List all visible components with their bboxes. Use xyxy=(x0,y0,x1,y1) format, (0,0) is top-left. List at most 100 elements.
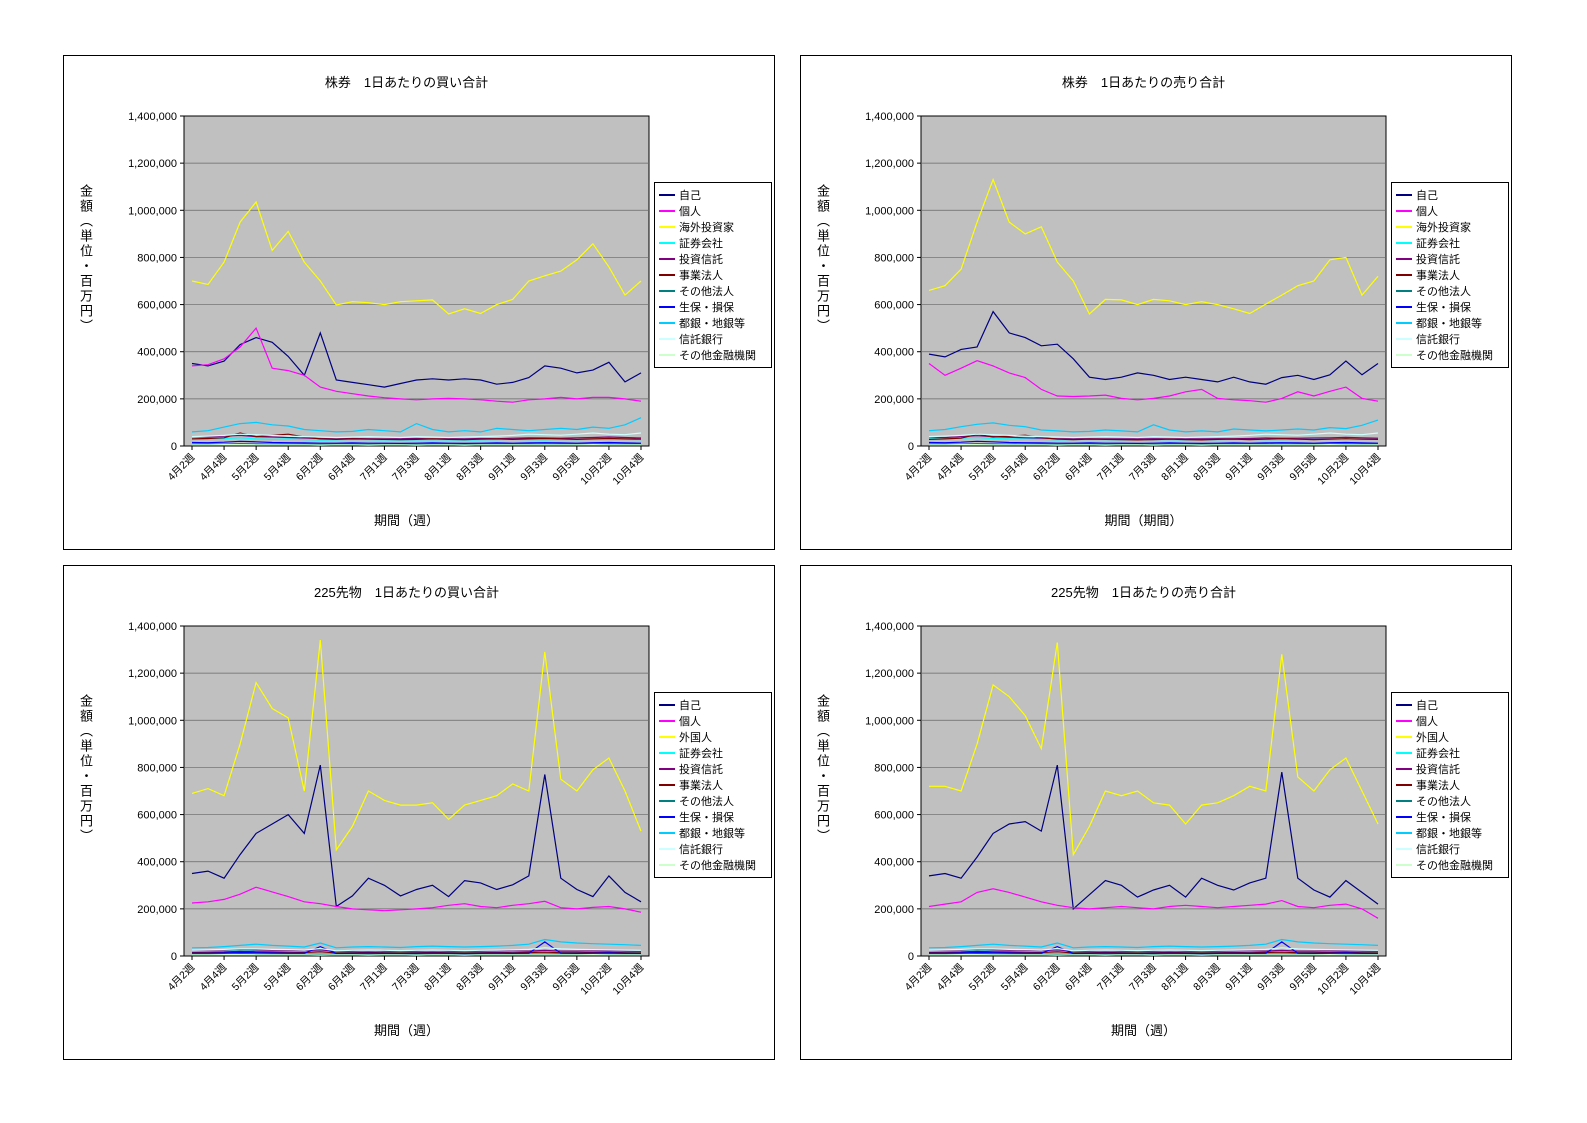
legend: 自己 個人 海外投資家 証券会社 投資信託 事業法人 その他法人 生保・損保 都銀・地銀等 信託銀… xyxy=(1391,182,1509,368)
legend-swatch xyxy=(1396,784,1412,786)
legend-label: 生保・損保 xyxy=(1416,302,1471,314)
x-tick-label: 7月1週 xyxy=(358,961,390,993)
x-tick-label: 8月3週 xyxy=(1191,451,1223,483)
legend-item: 投資信託 xyxy=(659,761,767,777)
legend-item: 事業法人 xyxy=(1396,267,1504,283)
legend-label: 投資信託 xyxy=(679,254,723,266)
series-line-その他金融機関 xyxy=(192,953,641,956)
x-tick-label: 5月4週 xyxy=(999,961,1031,993)
legend-label: 生保・損保 xyxy=(1416,812,1471,824)
x-tick-label: 8月1週 xyxy=(1159,961,1191,993)
series-line-その他金融機関 xyxy=(192,443,641,446)
legend-item: 外国人 xyxy=(1396,729,1504,745)
x-tick-label: 10月4週 xyxy=(1347,961,1383,997)
legend-swatch xyxy=(1396,848,1412,850)
y-tick-label: 400,000 xyxy=(874,857,914,869)
legend-label: 自己 xyxy=(679,700,701,712)
x-tick-label: 4月2週 xyxy=(166,451,198,483)
series-line-生保・損保 xyxy=(928,440,1379,445)
y-tick-label: 1,400,000 xyxy=(128,111,177,123)
x-tick-label: 6月4週 xyxy=(1063,961,1095,993)
x-tick-label: 9月3週 xyxy=(518,451,550,483)
series-line-都銀・地銀等 xyxy=(191,417,642,433)
y-tick-label: 1,000,000 xyxy=(865,205,914,217)
series-line-外国人 xyxy=(191,640,642,852)
x-tick-label: 10月4週 xyxy=(610,451,646,487)
series-line-都銀・地銀等 xyxy=(928,419,1379,433)
series-line-都銀・地銀等 xyxy=(191,938,642,949)
legend-item: 事業法人 xyxy=(1396,777,1504,793)
chart-panel-stocks-buy: 株券 1日あたりの買い合計 金額（単位・百万円） 0 200,000 400,000… xyxy=(63,55,775,550)
legend-swatch xyxy=(1396,816,1412,818)
x-tick-label: 5月2週 xyxy=(967,961,999,993)
x-tick-label: 6月2週 xyxy=(1031,451,1063,483)
legend: 自己 個人 外国人 証券会社 投資信託 事業法人 その他法人 生保・損保 都銀・地銀等 信託銀行そ… xyxy=(1391,692,1509,878)
legend-label: 都銀・地銀等 xyxy=(679,828,745,840)
y-tick-label: 200,000 xyxy=(874,394,914,406)
legend-item: 都銀・地銀等 xyxy=(659,825,767,841)
x-axis-title: 期間（週） xyxy=(1110,1023,1176,1038)
y-tick-label: 400,000 xyxy=(137,347,177,359)
series-line-投資信託 xyxy=(928,948,1379,952)
x-tick-label: 6月2週 xyxy=(294,451,326,483)
legend-swatch xyxy=(659,354,675,356)
legend-label: 自己 xyxy=(1416,190,1438,202)
y-tick-label: 400,000 xyxy=(137,857,177,869)
x-tick-label: 4月2週 xyxy=(903,451,935,483)
legend-swatch xyxy=(1396,864,1412,866)
legend-label: 信託銀行 xyxy=(1416,334,1460,346)
legend-swatch xyxy=(1396,832,1412,834)
legend-label: 事業法人 xyxy=(1416,780,1460,792)
legend-item: 信託銀行 xyxy=(659,841,767,857)
series-line-自己 xyxy=(928,764,1379,911)
legend-label: 証券会社 xyxy=(1416,748,1460,760)
series-line-その他金融機関 xyxy=(929,443,1378,446)
x-tick-label: 8月1週 xyxy=(422,961,454,993)
legend-label: 信託銀行 xyxy=(679,334,723,346)
legend-label: 事業法人 xyxy=(679,270,723,282)
chart-panel-futures-buy: 225先物 1日あたりの買い合計 金額（単位・百万円） 0 200,000 400,… xyxy=(63,565,775,1060)
legend-label: 投資信託 xyxy=(1416,764,1460,776)
y-tick-label: 800,000 xyxy=(137,252,177,264)
legend-swatch xyxy=(1396,800,1412,802)
legend-swatch xyxy=(1396,704,1412,706)
legend-swatch xyxy=(1396,274,1412,276)
legend-item: 投資信託 xyxy=(1396,761,1504,777)
legend-item: 投資信託 xyxy=(659,251,767,267)
x-tick-label: 8月1週 xyxy=(1159,451,1191,483)
legend-swatch xyxy=(1396,226,1412,228)
legend-swatch xyxy=(659,242,675,244)
y-tick-label: 1,400,000 xyxy=(865,111,914,123)
legend-item: 個人 xyxy=(659,713,767,729)
legend-label: 個人 xyxy=(1416,716,1438,728)
series-line-事業法人 xyxy=(928,433,1379,441)
legend-label: 個人 xyxy=(1416,206,1438,218)
legend-label: 事業法人 xyxy=(679,780,723,792)
x-axis-title: 期間（週） xyxy=(373,513,439,528)
legend-label: 信託銀行 xyxy=(679,844,723,856)
legend-swatch xyxy=(659,816,675,818)
x-tick-label: 9月1週 xyxy=(486,961,518,993)
series-line-その他法人 xyxy=(191,952,641,956)
legend-label: その他金融機関 xyxy=(679,350,756,362)
x-tick-label: 6月4週 xyxy=(326,451,358,483)
legend-swatch xyxy=(659,338,675,340)
legend-item: 自己 xyxy=(659,187,767,203)
legend-swatch xyxy=(1396,258,1412,260)
legend-label: 外国人 xyxy=(1416,732,1449,744)
legend-label: 信託銀行 xyxy=(1416,844,1460,856)
x-tick-label: 8月1週 xyxy=(422,451,454,483)
legend-swatch xyxy=(1396,290,1412,292)
x-tick-label: 4月2週 xyxy=(903,961,935,993)
legend-item: 証券会社 xyxy=(659,235,767,251)
y-tick-label: 0 xyxy=(171,441,177,453)
y-tick-label: 1,000,000 xyxy=(128,205,177,217)
legend-swatch xyxy=(1396,322,1412,324)
legend: 自己 個人 外国人 証券会社 投資信託 事業法人 その他法人 生保・損保 都銀・地銀等 信託銀行そ… xyxy=(654,692,772,878)
series-line-信託銀行 xyxy=(191,432,642,439)
x-tick-label: 10月2週 xyxy=(1315,961,1351,997)
legend-label: 生保・損保 xyxy=(679,302,734,314)
x-tick-label: 6月2週 xyxy=(294,961,326,993)
legend-swatch xyxy=(659,194,675,196)
legend: 自己 個人 海外投資家 証券会社 投資信託 事業法人 その他法人 生保・損保 都銀・地銀等 信託銀… xyxy=(654,182,772,368)
